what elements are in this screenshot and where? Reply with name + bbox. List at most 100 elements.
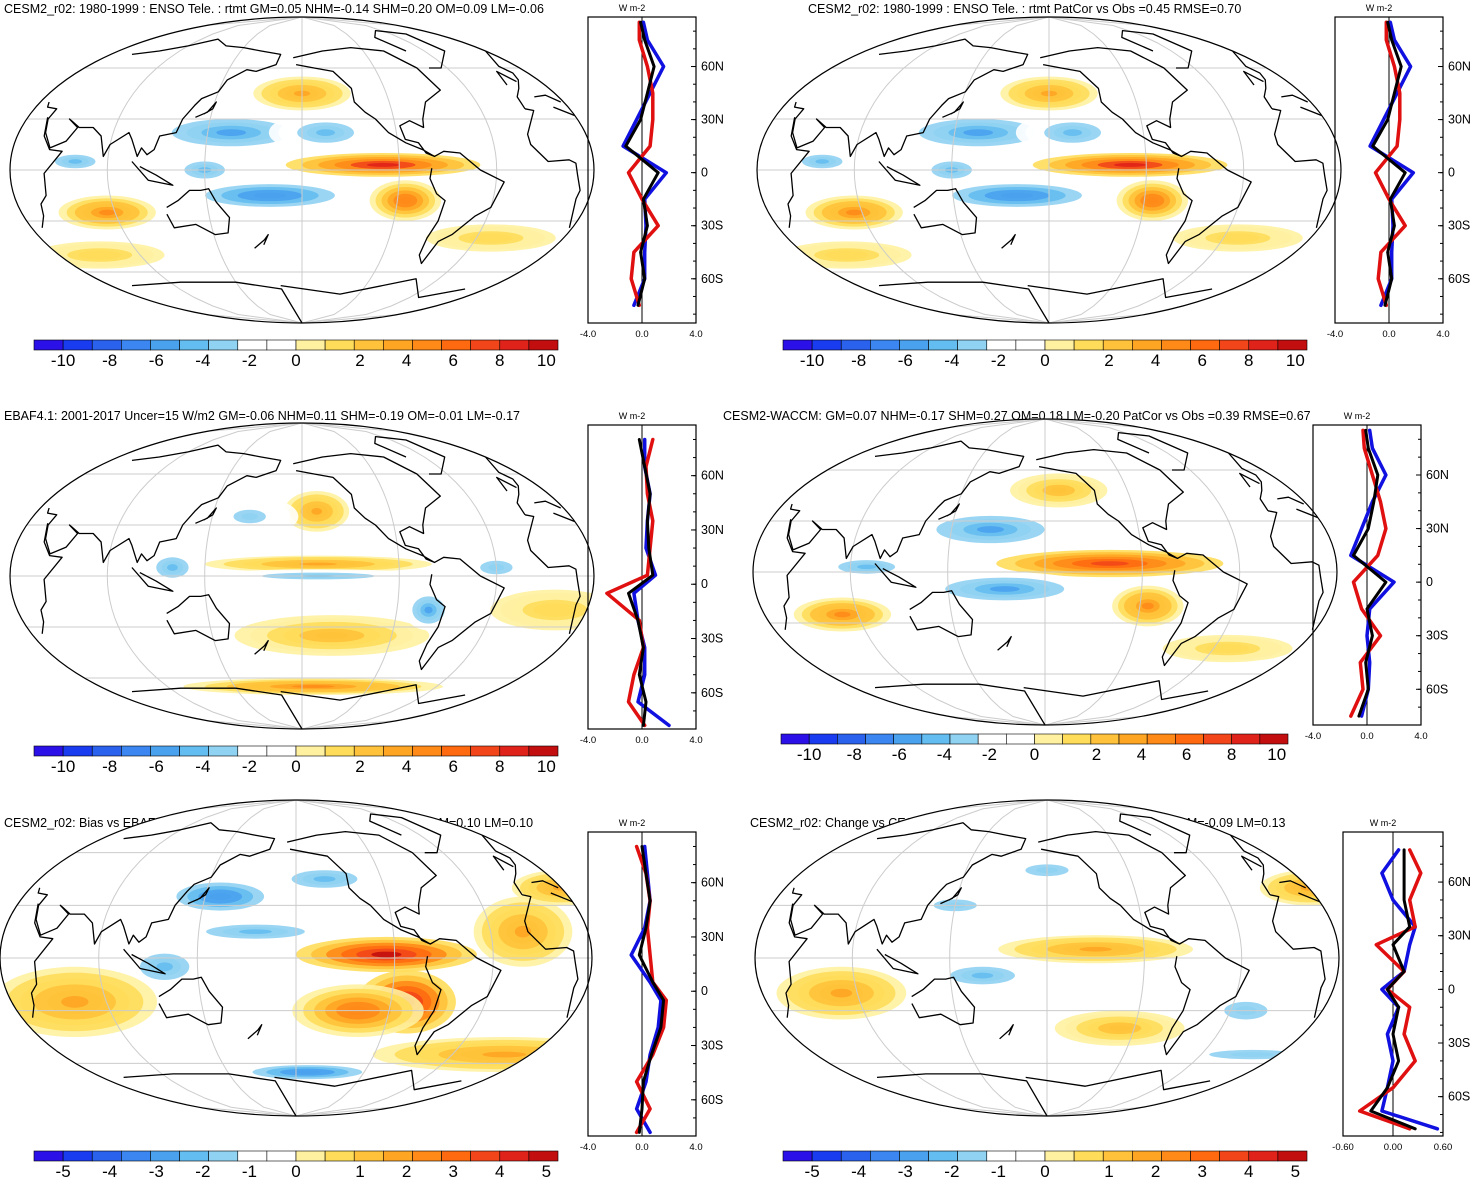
colorbar-label: 6	[448, 757, 457, 776]
coastline	[158, 976, 224, 1026]
coastline	[913, 188, 978, 236]
colorbar-label: 2	[1104, 351, 1113, 370]
colorbar-swatch	[1219, 339, 1250, 351]
profile-line-black	[627, 438, 655, 727]
coastline	[187, 887, 210, 905]
colorbar-label: -5	[56, 1162, 71, 1181]
anomaly-blob	[989, 586, 1020, 592]
colorbar-label: 1	[1104, 1162, 1113, 1181]
colorbar-label: 1	[355, 1162, 364, 1181]
anomaly-blob	[239, 929, 272, 935]
anomaly-blob	[1090, 561, 1129, 566]
lat-tick-label: 60S	[701, 686, 723, 700]
graticule-meridian	[204, 423, 303, 729]
profile-line-black	[1352, 428, 1388, 718]
unit-label: W m-2	[1344, 411, 1371, 421]
colorbar-label: -4	[851, 1162, 866, 1181]
lat-tick-label: 60S	[1426, 682, 1448, 696]
coastline	[166, 594, 231, 642]
value-tick-label: 4.0	[689, 1142, 702, 1153]
colorbar-label: -3	[898, 1162, 913, 1181]
lat-tick-label: 30N	[1426, 522, 1449, 536]
anomaly-blob	[99, 209, 116, 216]
colorbar-swatch	[91, 1150, 122, 1162]
coastline	[418, 150, 505, 265]
coastline	[369, 813, 442, 854]
colorbar-label: 10	[537, 757, 556, 776]
colorbar-swatch	[470, 745, 501, 757]
colorbar-swatch	[441, 1150, 471, 1162]
colorbar-swatch	[179, 745, 209, 757]
coastline	[414, 938, 502, 1056]
colorbar-swatch	[383, 339, 413, 351]
colorbar-swatch	[899, 339, 929, 351]
colorbar-swatch	[1259, 733, 1289, 745]
unit-label: W m-2	[619, 818, 646, 828]
anomaly-blob	[1050, 487, 1067, 494]
colorbar-swatch	[324, 339, 355, 351]
colorbar-label: -2	[991, 351, 1006, 370]
colorbar-swatch	[441, 339, 471, 351]
coastline	[44, 444, 561, 564]
anomaly-blob	[1227, 235, 1249, 241]
anomaly-blob	[963, 129, 994, 137]
coastline	[1239, 472, 1260, 488]
colorbar-swatch	[499, 1150, 530, 1162]
map-field	[753, 419, 1337, 725]
colorbar-swatch	[528, 745, 559, 757]
value-tick-label: 0.0	[635, 735, 648, 746]
coastline	[1001, 233, 1016, 249]
coastline	[293, 46, 441, 158]
coastline	[254, 639, 269, 655]
colorbar-label: 5	[542, 1162, 551, 1181]
map-field	[10, 423, 594, 729]
colorbar-swatch	[870, 339, 900, 351]
coastline	[374, 435, 446, 475]
lat-tick-label: 30S	[1448, 219, 1470, 233]
colorbar-swatch	[1231, 733, 1261, 745]
map-field	[10, 17, 594, 323]
coastline	[878, 161, 921, 186]
colorbar-label: 5	[1291, 1162, 1300, 1181]
colorbar-label: -10	[797, 745, 822, 764]
coastline	[787, 106, 1328, 228]
panel-title: CESM2-WACCM: GM=0.07 NHM=-0.17 SHM=0.27 …	[723, 409, 1311, 423]
colorbar-label: 3	[448, 1162, 457, 1181]
colorbar-swatch	[353, 745, 384, 757]
graticule-meridian	[301, 423, 498, 729]
lat-tick-label: 30N	[701, 930, 724, 944]
coastline	[909, 590, 974, 638]
anomaly-blob	[834, 611, 851, 618]
colorbar-label: -1	[991, 1162, 1006, 1181]
panel-3: EBAF4.1: 2001-2017 Uncer=15 W/m2 GM=-0.0…	[4, 409, 724, 776]
colorbar-swatch	[1190, 1150, 1220, 1162]
zonal-profile: 60N 30N 0 30S 60S -4.0 0.0 4.0 W m-2	[1305, 411, 1449, 742]
lat-tick-label: 0	[1426, 575, 1433, 589]
colorbar-label: -6	[898, 351, 913, 370]
map-border	[0, 799, 593, 1117]
lat-tick-label: 30N	[1448, 929, 1471, 943]
coastline	[374, 29, 446, 69]
panel-title: CESM2_r02: 1980-1999 : ENSO Tele. : rtmt…	[808, 2, 1241, 16]
coastline	[30, 892, 579, 1018]
value-tick-label: 4.0	[1436, 329, 1449, 340]
colorbar-swatch	[237, 339, 268, 351]
colorbar-swatch	[295, 1150, 326, 1162]
colorbar-swatch	[208, 745, 239, 757]
colorbar-swatch	[412, 1150, 442, 1162]
anomaly-blob	[544, 606, 566, 614]
colorbar-swatch	[1248, 1150, 1279, 1162]
coastline	[131, 161, 174, 186]
colorbar-swatch	[1044, 339, 1075, 351]
graticule-meridian	[301, 17, 498, 323]
lat-tick-label: 30N	[1448, 113, 1471, 127]
value-tick-label: 0.60	[1434, 1142, 1453, 1153]
colorbar-swatch	[840, 1150, 871, 1162]
colorbar-swatch	[121, 745, 151, 757]
colorbar-label: -2	[242, 351, 257, 370]
coastline	[496, 476, 517, 492]
coastline	[496, 70, 517, 86]
profile-line-red	[634, 844, 669, 1135]
colorbar-label: -8	[851, 351, 866, 370]
anomaly-blob	[1108, 1025, 1131, 1032]
